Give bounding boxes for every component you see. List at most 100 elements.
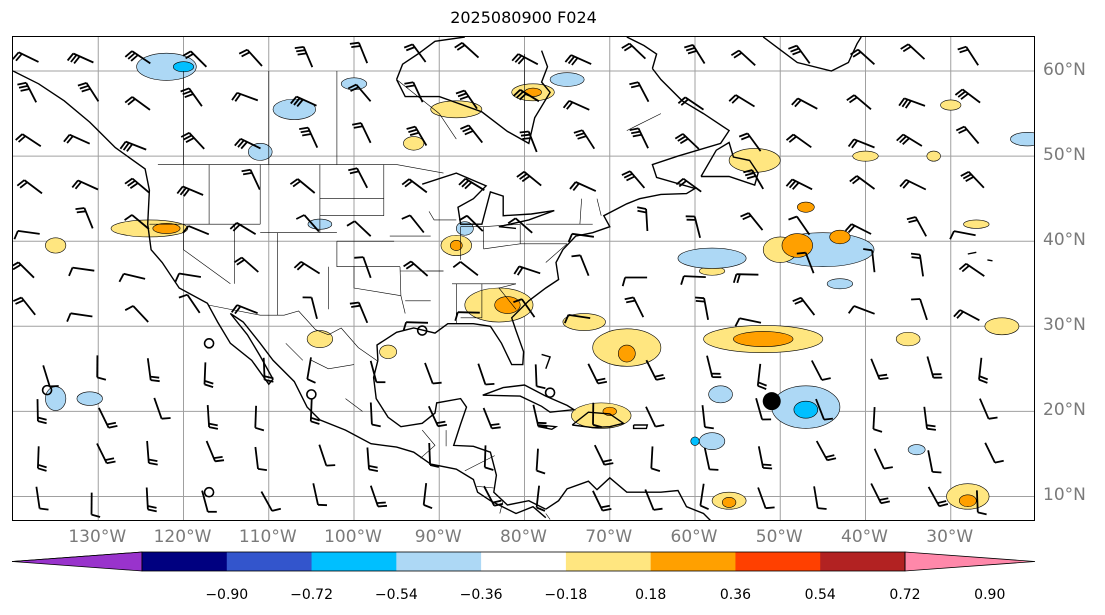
- anomaly-contour: [677, 247, 747, 269]
- colorbar-segment: [735, 552, 821, 571]
- wind-barb: [743, 169, 764, 190]
- wind-barb: [16, 179, 43, 195]
- wind-barb: [483, 485, 504, 507]
- wind-barb: [684, 44, 706, 64]
- colorbar-tick-label: −0.90: [205, 587, 249, 603]
- wind-barb: [796, 251, 815, 274]
- boundary-segment: [464, 455, 495, 472]
- anomaly-contour: [306, 330, 333, 348]
- wind-barb: [900, 43, 926, 60]
- open-circle-marker: [203, 338, 215, 349]
- wind-barb: [732, 273, 759, 284]
- wind-barb: [153, 397, 171, 420]
- colorbar-outline: [141, 551, 906, 572]
- boundary-segment: [498, 283, 517, 310]
- anomaly-shading: [45, 52, 1034, 510]
- wind-barb: [348, 167, 368, 189]
- wind-barb: [201, 490, 217, 513]
- wind-barb: [238, 48, 263, 67]
- wind-barb: [899, 178, 927, 191]
- coastlines: [13, 37, 993, 520]
- wind-barb: [592, 402, 602, 428]
- wind-barb: [318, 444, 336, 467]
- anomaly-contour: [796, 201, 815, 213]
- colorbar-tick-label: 0.18: [635, 587, 667, 603]
- wind-barb: [13, 261, 35, 279]
- longitude-label: 130°W: [68, 527, 127, 547]
- wind-barb: [349, 301, 369, 324]
- longitude-label: 110°W: [238, 527, 297, 547]
- wind-barb: [815, 440, 837, 462]
- wind-barb: [954, 88, 981, 104]
- wind-barb: [650, 446, 661, 472]
- wind-barb: [785, 178, 813, 191]
- wind-barb: [290, 95, 317, 107]
- map-title: 2025080900 F024: [450, 8, 597, 27]
- colorbar-segment: [820, 552, 906, 571]
- coastline-segment: [541, 353, 552, 370]
- wind-barb: [406, 125, 428, 146]
- wind-barb: [289, 178, 316, 194]
- open-circle-marker: [416, 325, 428, 336]
- wind-barb: [756, 363, 767, 390]
- wind-barb: [507, 217, 533, 234]
- wind-barb: [788, 215, 811, 236]
- boundary-segment: [345, 398, 363, 412]
- wind-barb: [512, 89, 540, 103]
- wind-barb: [145, 487, 157, 513]
- wind-barb: [960, 171, 985, 189]
- wind-barb: [846, 94, 872, 110]
- colorbar-extend-high: [904, 551, 1036, 572]
- anomaly-contour: [571, 402, 632, 429]
- anomaly-contour: [403, 136, 425, 151]
- boundary-segment: [208, 304, 379, 362]
- wind-barb: [178, 293, 201, 314]
- wind-barb: [870, 358, 889, 380]
- wind-barb: [262, 357, 274, 383]
- boundary-segment: [596, 198, 602, 216]
- wind-barb: [124, 177, 150, 194]
- wind-barb: [811, 360, 831, 381]
- wind-barb: [563, 314, 591, 324]
- wind-barb: [953, 309, 980, 322]
- wind-barb: [949, 230, 976, 240]
- wind-barb: [621, 170, 646, 189]
- anomaly-contour: [708, 385, 733, 404]
- boundary-segment: [399, 266, 406, 314]
- anomaly-contour: [907, 444, 926, 456]
- anomaly-contour: [76, 391, 103, 406]
- colorbar-tick-label: 0.36: [719, 587, 752, 603]
- latitude-label: 40°N: [1043, 230, 1086, 251]
- wind-barb: [519, 130, 538, 153]
- anomaly-contour: [1010, 132, 1034, 147]
- wind-barb: [629, 127, 649, 149]
- wind-barb: [124, 214, 150, 230]
- wind-barb: [593, 444, 614, 466]
- colorbar-tick-label: −0.36: [459, 587, 503, 603]
- wind-barb: [516, 170, 542, 187]
- boundary-segment: [420, 429, 436, 459]
- wind-barb: [785, 133, 812, 149]
- coastline-segment: [626, 37, 658, 69]
- wind-barb: [36, 399, 47, 425]
- wind-barb: [90, 492, 101, 518]
- wind-barb: [573, 129, 596, 150]
- colorbar: [11, 551, 1036, 572]
- wind-barb: [369, 360, 386, 384]
- wind-barb: [624, 296, 645, 318]
- wind-barb: [229, 222, 257, 235]
- wind-barb: [96, 443, 116, 465]
- longitude-label: 40°W: [841, 527, 888, 547]
- wind-barb: [792, 296, 816, 316]
- coastline-segment: [395, 50, 551, 145]
- wind-barb: [532, 404, 548, 428]
- anomaly-contour: [340, 77, 368, 91]
- wind-barb: [295, 214, 320, 233]
- wind-barb: [452, 261, 479, 277]
- wind-barb: [309, 399, 320, 425]
- wind-barb: [401, 214, 425, 234]
- wind-barb: [68, 266, 95, 277]
- wind-barb: [513, 298, 536, 318]
- wind-barb: [13, 51, 39, 63]
- boundary-segment: [396, 79, 457, 140]
